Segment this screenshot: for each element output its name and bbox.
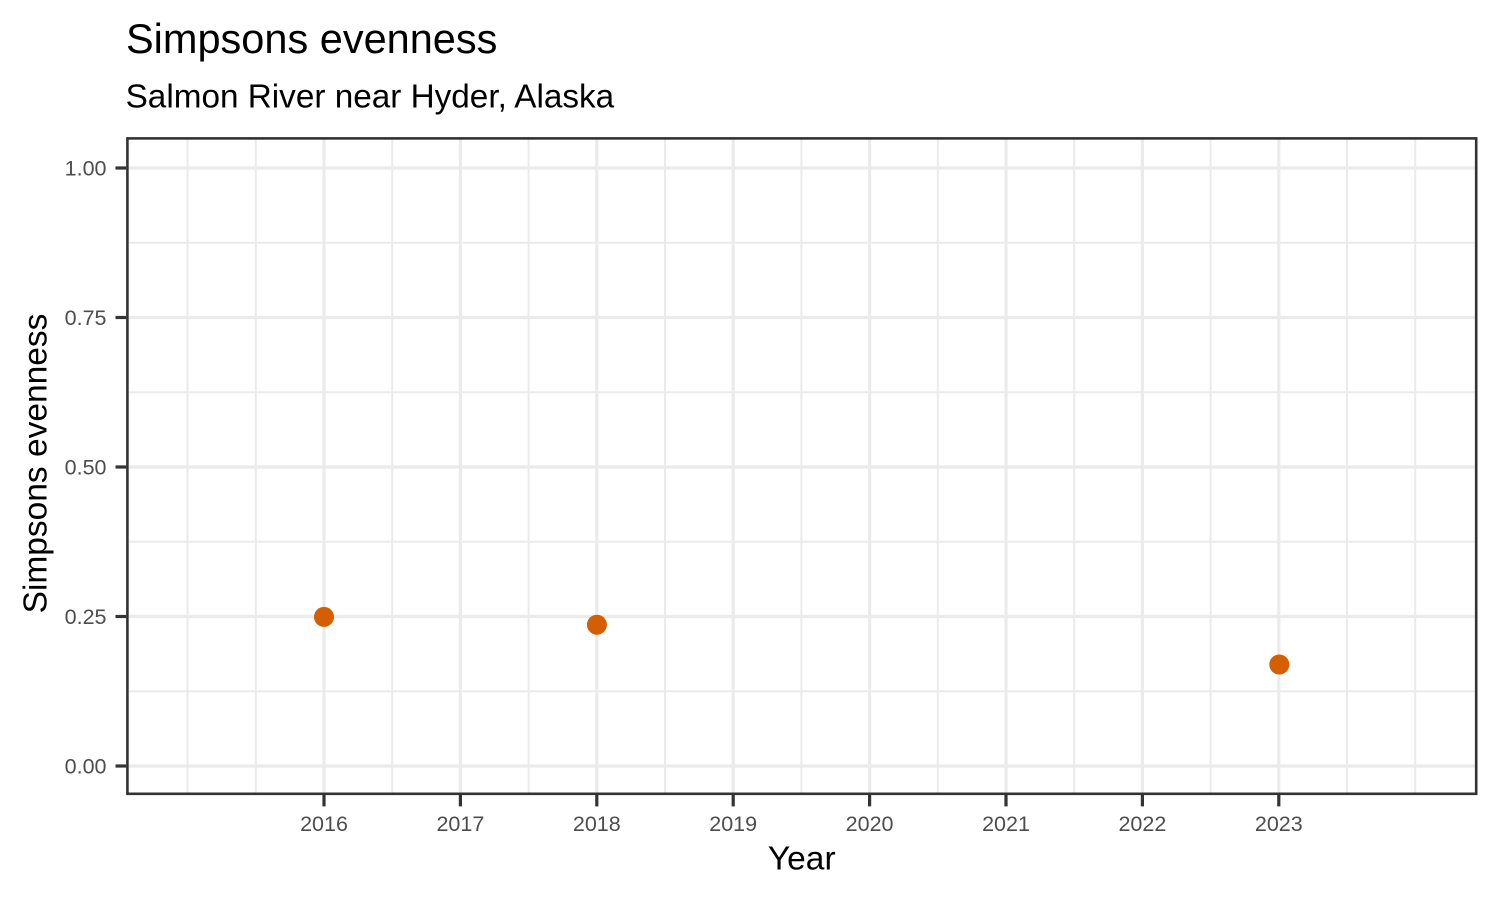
svg-text:0.50: 0.50: [65, 455, 107, 479]
svg-text:1.00: 1.00: [65, 156, 107, 180]
svg-text:2019: 2019: [709, 812, 757, 836]
svg-text:2016: 2016: [300, 812, 348, 836]
svg-text:0.00: 0.00: [65, 754, 107, 778]
svg-text:Simpsons evenness: Simpsons evenness: [126, 15, 497, 62]
svg-text:0.25: 0.25: [65, 605, 107, 629]
svg-text:0.75: 0.75: [65, 306, 107, 330]
svg-text:Year: Year: [768, 841, 836, 878]
svg-text:2022: 2022: [1118, 812, 1166, 836]
svg-text:2021: 2021: [982, 812, 1030, 836]
svg-text:2020: 2020: [846, 812, 894, 836]
svg-text:2017: 2017: [436, 812, 484, 836]
svg-text:2023: 2023: [1255, 812, 1303, 836]
svg-text:2018: 2018: [573, 812, 621, 836]
svg-text:Salmon River near Hyder, Alask: Salmon River near Hyder, Alaska: [126, 79, 615, 116]
svg-text:Simpsons evenness: Simpsons evenness: [18, 314, 55, 614]
